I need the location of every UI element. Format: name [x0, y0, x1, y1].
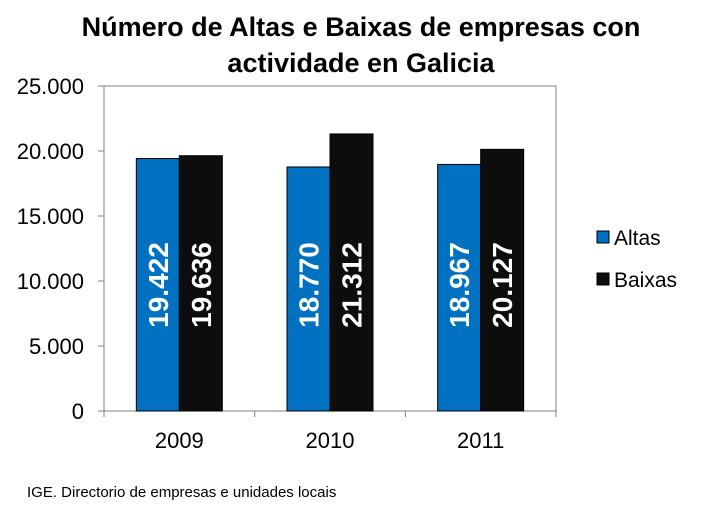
x-axis: 2009 2010 2011: [103, 411, 557, 453]
y-tick-label: 25.000: [17, 74, 84, 99]
y-tick-label: 15.000: [17, 204, 84, 229]
legend-swatch-altas: [596, 230, 610, 244]
data-label-baixas-2009: 19.636: [186, 242, 217, 328]
bar-altas-2009: [135, 158, 180, 412]
chart-title-line-2: actividade en Galicia: [227, 48, 495, 78]
y-tick-label: 5.000: [29, 334, 84, 359]
legend-swatch-baixas: [596, 272, 610, 286]
bar-baixas-2010: [329, 133, 374, 412]
legend-label-baixas: Baixas: [614, 269, 677, 292]
data-label-altas-2009: 19.422: [143, 242, 174, 328]
legend-label-altas: Altas: [614, 227, 661, 250]
data-label-baixas-2011: 20.127: [487, 242, 518, 328]
x-tick-label: 2010: [306, 428, 355, 453]
bar-baixas-2009: [178, 155, 223, 412]
y-tick-label: 0: [72, 399, 84, 424]
x-tick-label: 2009: [155, 428, 204, 453]
bar-altas-2011: [437, 163, 482, 412]
bar-series: 19.422 19.636 18.770 21.312 18.967 20.127: [135, 133, 525, 412]
legend: Altas Baixas: [596, 227, 677, 292]
chart-title-line-1: Número de Altas e Baixas de empresas con: [82, 12, 641, 42]
bar-altas-2010: [286, 166, 331, 412]
y-tick-label: 10.000: [17, 269, 84, 294]
data-label-baixas-2010: 21.312: [337, 242, 368, 328]
bar-baixas-2011: [480, 148, 525, 412]
source-note: IGE. Directorio de empresas e unidades l…: [27, 484, 336, 501]
y-axis: 0 5.000 10.000 15.000 20.000 25.000: [17, 74, 104, 424]
data-label-altas-2011: 18.967: [444, 242, 475, 328]
y-tick-label: 20.000: [17, 139, 84, 164]
data-label-altas-2010: 18.770: [294, 242, 325, 328]
x-tick-label: 2011: [457, 428, 504, 453]
